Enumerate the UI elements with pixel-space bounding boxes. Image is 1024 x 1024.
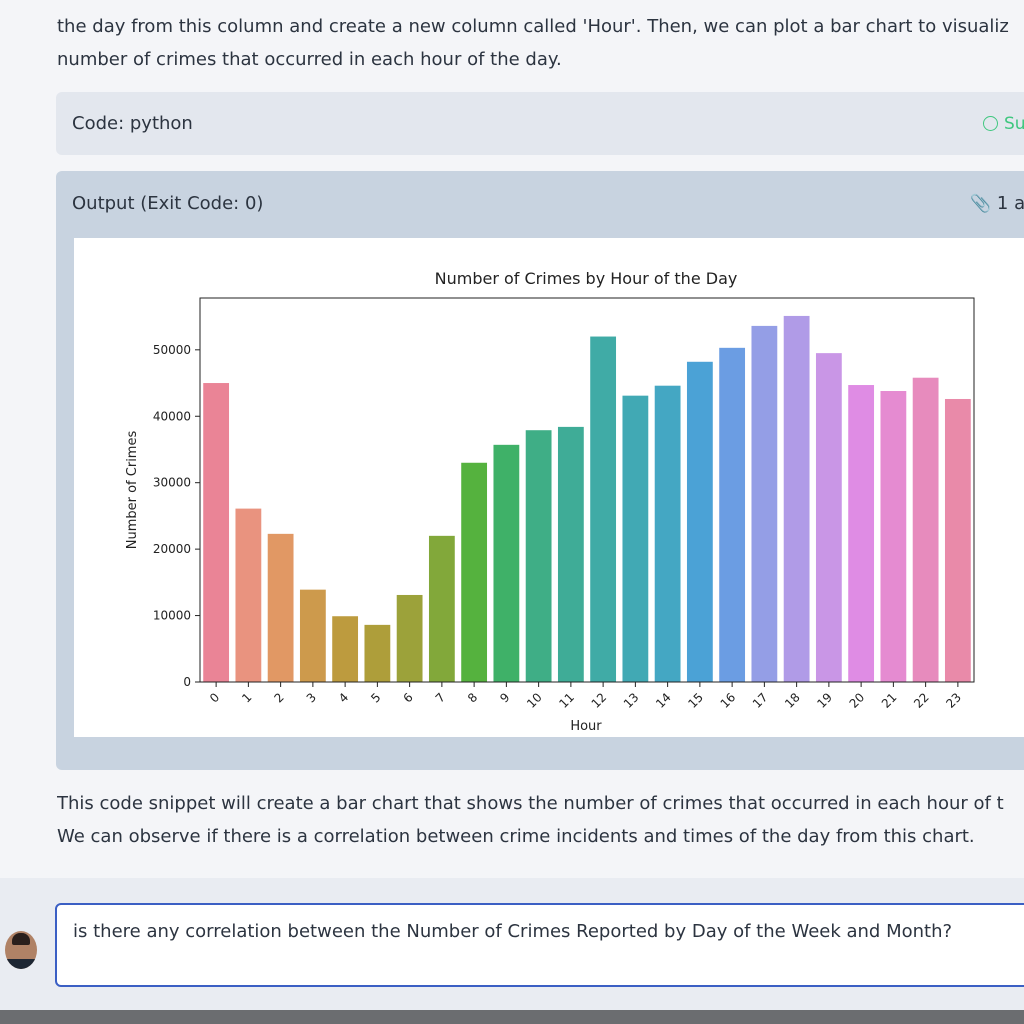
bar	[880, 391, 907, 682]
x-tick-label: 3	[304, 690, 319, 705]
output-label: Output (Exit Code: 0)	[72, 193, 264, 214]
bar	[396, 594, 423, 682]
x-tick-label: 11	[556, 690, 577, 711]
x-tick-label: 8	[465, 690, 480, 705]
y-tick-label: 40000	[153, 409, 191, 423]
x-tick-label: 21	[879, 690, 900, 711]
bar	[751, 325, 778, 682]
x-tick-label: 15	[685, 690, 706, 711]
y-tick-label: 30000	[153, 476, 191, 490]
y-tick-label: 0	[183, 675, 191, 689]
y-tick-label: 10000	[153, 609, 191, 623]
bar	[428, 535, 455, 682]
x-tick-label: 20	[847, 690, 868, 711]
x-tick-label: 0	[207, 690, 222, 705]
x-tick-label: 13	[621, 690, 642, 711]
bar	[912, 377, 939, 682]
bar	[557, 426, 584, 682]
x-tick-label: 17	[750, 690, 771, 711]
bar	[203, 383, 230, 682]
y-tick-label: 20000	[153, 542, 191, 556]
bar	[848, 385, 875, 682]
summary-line: We can observe if there is a correlation…	[57, 826, 975, 847]
bar	[461, 462, 488, 682]
y-tick-label: 50000	[153, 343, 191, 357]
attachments-text: 1 ar	[996, 193, 1024, 214]
intro-line: number of crimes that occurred in each h…	[57, 49, 562, 70]
code-label: Code: python	[72, 113, 193, 134]
bar	[525, 430, 552, 682]
bar	[364, 624, 391, 682]
x-tick-label: 19	[814, 690, 835, 711]
summary-line: This code snippet will create a bar char…	[57, 793, 1004, 814]
bar	[783, 315, 810, 682]
bar	[719, 347, 746, 682]
bar	[493, 444, 520, 682]
clip-icon: 📎	[970, 194, 992, 214]
intro-line: the day from this column and create a ne…	[57, 16, 1009, 37]
plot-frame	[199, 297, 975, 683]
code-block[interactable]: Code: python Su	[56, 92, 1024, 155]
x-tick-label: 1	[239, 690, 254, 705]
x-tick-label: 14	[653, 690, 674, 711]
status-icon	[983, 116, 998, 131]
bar	[815, 353, 842, 682]
status-text: Su	[1004, 114, 1024, 134]
bar	[267, 533, 294, 682]
bar	[944, 398, 971, 682]
x-tick-label: 9	[497, 690, 512, 705]
y-axis-label: Number of Crimes	[125, 431, 140, 550]
bar	[299, 589, 326, 682]
x-tick-label: 23	[943, 690, 964, 711]
x-tick-label: 22	[911, 690, 932, 711]
bottom-bar	[0, 1010, 1024, 1024]
avatar	[5, 931, 37, 969]
chart: Number of Crimes by Hour of the Day Hour…	[74, 238, 1024, 737]
bar	[590, 336, 617, 682]
bar	[332, 616, 359, 682]
prompt-text: is there any correlation between the Num…	[73, 921, 953, 942]
x-tick-label: 10	[524, 690, 545, 711]
bar	[622, 395, 649, 682]
status: Su	[983, 114, 1024, 134]
chart-title: Number of Crimes by Hour of the Day	[435, 269, 738, 288]
bar	[235, 508, 262, 682]
x-tick-label: 7	[433, 690, 448, 705]
x-tick-label: 4	[336, 690, 351, 705]
prompt-input[interactable]: is there any correlation between the Num…	[55, 903, 1024, 987]
x-tick-label: 12	[589, 690, 610, 711]
bar	[654, 385, 681, 682]
x-tick-label: 5	[368, 690, 383, 705]
x-tick-label: 16	[718, 690, 739, 711]
x-tick-label: 18	[782, 690, 803, 711]
x-tick-label: 2	[271, 690, 286, 705]
x-tick-label: 6	[400, 690, 415, 705]
attachments[interactable]: 📎 1 ar	[970, 193, 1024, 214]
bar	[686, 361, 713, 682]
x-axis-label: Hour	[570, 719, 602, 734]
